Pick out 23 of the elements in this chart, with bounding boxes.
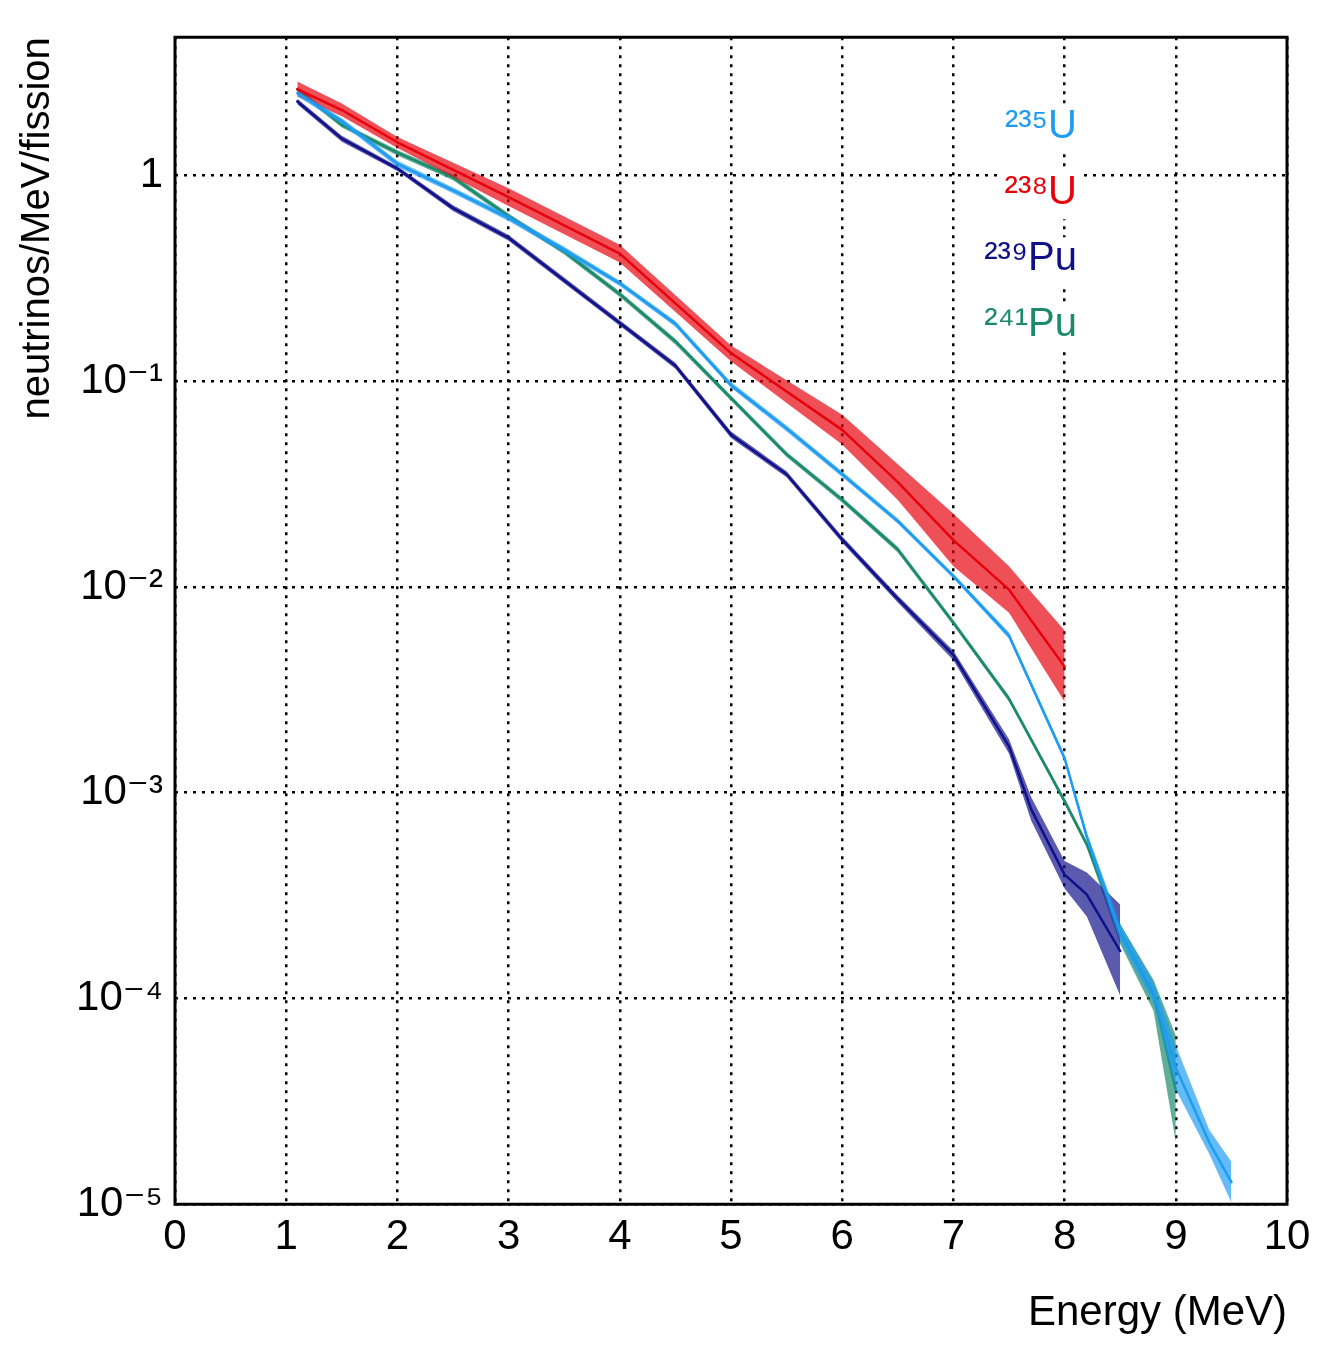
text: ²³⁵U [1004,102,1077,147]
text: ²⁴¹Pu [984,300,1077,345]
y-tick-label: 10⁻⁴ [76,972,163,1020]
x-tick-label: 7 [941,1210,966,1258]
text: ²³⁸U [1004,168,1077,213]
x-tick-label: 0 [163,1210,187,1258]
x-tick-label: 9 [1164,1210,1188,1258]
x-tick-label: 4 [608,1210,632,1258]
x-tick-label: 6 [830,1210,854,1258]
text: ²³⁹Pu [984,234,1077,279]
y-tick-label: 10⁻³ [80,766,164,814]
x-tick-label: 1 [274,1210,298,1258]
y-tick-label: 1 [139,149,163,197]
y-tick-label: 10⁻⁵ [76,1177,163,1225]
x-tick-label: 10 [1263,1210,1311,1258]
x-axis-title: Energy (MeV) [1027,1287,1287,1335]
y-tick-label: 10⁻² [80,560,164,608]
y-tick-label: 10⁻¹ [80,354,164,402]
x-tick-label: 8 [1052,1210,1077,1258]
x-tick-label: 5 [719,1210,743,1258]
x-tick-label: 2 [385,1210,410,1258]
y-axis-title: neutrinos/MeV/fission [13,37,58,420]
x-tick-label: 3 [496,1210,521,1258]
